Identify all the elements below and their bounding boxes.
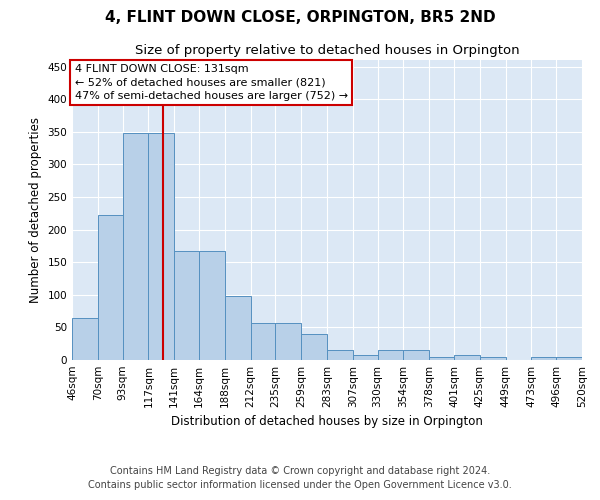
Bar [225, 296, 251, 360]
Bar [327, 350, 353, 360]
Bar [199, 251, 225, 360]
Text: Contains HM Land Registry data © Crown copyright and database right 2024.
Contai: Contains HM Land Registry data © Crown c… [88, 466, 512, 490]
Bar [556, 356, 582, 360]
Bar [98, 215, 122, 360]
Text: 4 FLINT DOWN CLOSE: 131sqm
← 52% of detached houses are smaller (821)
47% of sem: 4 FLINT DOWN CLOSE: 131sqm ← 52% of deta… [74, 64, 347, 101]
Bar [429, 356, 454, 360]
Bar [72, 318, 98, 360]
Bar [403, 350, 429, 360]
Y-axis label: Number of detached properties: Number of detached properties [29, 117, 42, 303]
Bar [275, 323, 301, 360]
Text: 4, FLINT DOWN CLOSE, ORPINGTON, BR5 2ND: 4, FLINT DOWN CLOSE, ORPINGTON, BR5 2ND [104, 10, 496, 25]
Bar [454, 355, 480, 360]
Bar [353, 355, 377, 360]
Bar [122, 133, 148, 360]
Bar [532, 356, 556, 360]
Title: Size of property relative to detached houses in Orpington: Size of property relative to detached ho… [134, 44, 520, 58]
Bar [148, 133, 174, 360]
Bar [301, 334, 327, 360]
Bar [174, 251, 199, 360]
Bar [480, 356, 506, 360]
Bar [377, 350, 403, 360]
Bar [251, 323, 275, 360]
X-axis label: Distribution of detached houses by size in Orpington: Distribution of detached houses by size … [171, 416, 483, 428]
